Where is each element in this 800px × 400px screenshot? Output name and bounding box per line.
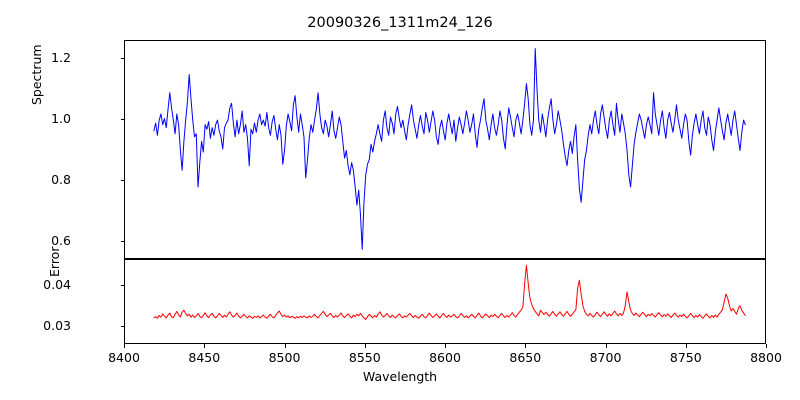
x-tick-mark bbox=[364, 344, 366, 348]
x-tick-label: 8800 bbox=[750, 350, 782, 365]
x-tick-mark bbox=[685, 344, 687, 348]
x-tick-mark bbox=[605, 344, 607, 348]
error-polyline bbox=[153, 264, 746, 320]
x-tick-mark bbox=[445, 344, 446, 348]
y-axis-label-error: Error bbox=[47, 246, 62, 277]
spectrum-polyline bbox=[153, 48, 746, 250]
y-tick-label-spectrum: 1.0 bbox=[51, 111, 71, 127]
spectrum-line-series bbox=[153, 48, 746, 250]
x-tick-label: 8750 bbox=[669, 350, 702, 365]
y-tick-mark-spectrum bbox=[120, 179, 124, 181]
spectrum-plot-panel bbox=[124, 40, 766, 259]
x-tick-mark bbox=[204, 344, 206, 348]
x-tick-mark bbox=[284, 344, 286, 348]
y-tick-mark-spectrum bbox=[120, 119, 124, 121]
y-tick-label-spectrum: 0.6 bbox=[51, 232, 71, 248]
x-tick-label: 8700 bbox=[589, 350, 622, 365]
x-tick-label: 8450 bbox=[188, 350, 221, 365]
y-tick-mark-error bbox=[120, 325, 124, 327]
x-tick-mark bbox=[766, 344, 767, 348]
error-line-series bbox=[153, 264, 746, 320]
y-tick-mark-error bbox=[120, 285, 124, 287]
page-title: 20090326_1311m24_126 bbox=[307, 15, 493, 31]
y-tick-label-spectrum: 0.8 bbox=[51, 171, 71, 187]
y-axis-label-spectrum: Spectrum bbox=[29, 44, 44, 105]
x-axis-label: Wavelength bbox=[362, 369, 438, 384]
x-tick-mark bbox=[124, 344, 125, 348]
x-tick-label: 8650 bbox=[509, 350, 542, 365]
y-tick-mark-spectrum bbox=[120, 240, 124, 242]
x-tick-mark bbox=[525, 344, 527, 348]
y-tick-label-error: 0.03 bbox=[43, 317, 71, 333]
x-tick-label: 8600 bbox=[429, 350, 461, 365]
x-tick-label: 8400 bbox=[108, 350, 140, 365]
y-tick-mark-spectrum bbox=[120, 58, 124, 60]
y-tick-label-error: 0.04 bbox=[43, 277, 71, 293]
y-tick-label-spectrum: 1.2 bbox=[51, 50, 71, 66]
x-tick-label: 8550 bbox=[348, 350, 381, 365]
error-plot-panel bbox=[124, 259, 766, 344]
x-tick-label: 8500 bbox=[268, 350, 301, 365]
